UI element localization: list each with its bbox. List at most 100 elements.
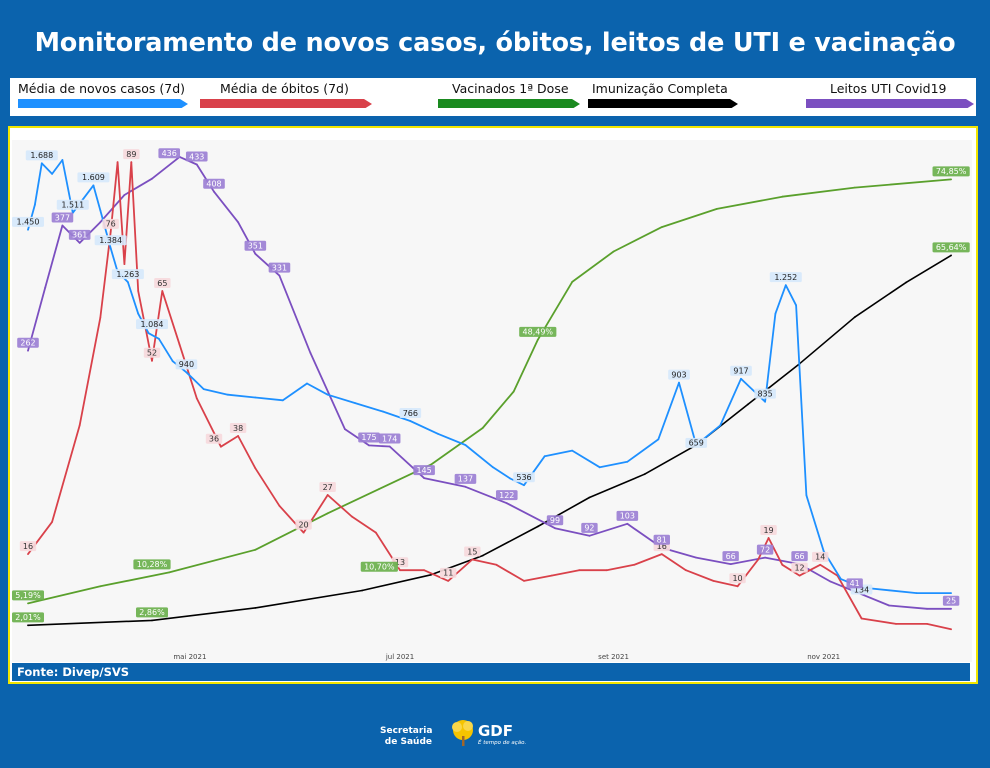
data-point-media-de-novos-casos-7d — [523, 484, 525, 487]
data-point-vacinados-1-dose — [571, 281, 574, 283]
data-point-media-de-novos-casos-7d — [795, 304, 797, 307]
data-label-media-de-novos-casos-7d: 1.263 — [111, 269, 144, 280]
data-point-media-de-obitos-7d — [78, 424, 81, 427]
legend-arrow-first-dose — [438, 99, 580, 108]
footer-logos: Secretaria de Saúde GDF É tempo de ação. — [380, 716, 530, 754]
data-label-media-de-novos-casos-7d: 917 — [730, 365, 752, 376]
data-label-media-de-obitos-7d: 12 — [791, 562, 808, 573]
data-point-imunizacao-completa — [536, 525, 539, 528]
secretaria-logo-text: Secretaria de Saúde — [380, 726, 432, 748]
legend-arrow-icon — [18, 99, 188, 108]
data-point-imunizacao-completa — [151, 619, 153, 622]
data-point-media-de-obitos-7d — [950, 628, 952, 631]
data-point-media-de-novos-casos-7d — [137, 312, 140, 315]
data-label-leitos-uti-covid19: 41 — [846, 578, 863, 589]
data-label-media-de-obitos-7d: 76 — [102, 218, 119, 229]
svg-text:12: 12 — [794, 563, 804, 572]
legend-item-full: Imunização Completa — [588, 81, 738, 108]
data-point-media-de-novos-casos-7d — [158, 337, 160, 340]
ipe-tree-icon — [452, 720, 473, 746]
data-point-leitos-uti-covid19 — [388, 445, 391, 448]
data-point-leitos-uti-covid19 — [368, 444, 370, 447]
data-point-media-de-obitos-7d — [685, 569, 687, 572]
data-point-imunizacao-completa — [747, 403, 749, 406]
data-point-media-de-obitos-7d — [109, 231, 112, 233]
data-point-imunizacao-completa — [27, 624, 29, 627]
data-point-leitos-uti-covid19 — [237, 221, 240, 224]
data-point-media-de-novos-casos-7d — [27, 228, 29, 231]
svg-text:72: 72 — [760, 545, 770, 554]
data-label-imunizacao-completa: 2,86% — [136, 607, 168, 618]
data-point-media-de-obitos-7d — [237, 435, 240, 437]
svg-text:5,19%: 5,19% — [15, 591, 41, 600]
data-label-media-de-novos-casos-7d: 903 — [668, 369, 690, 380]
data-label-media-de-novos-casos-7d: 1.252 — [769, 272, 802, 283]
data-label-leitos-uti-covid19: 331 — [268, 262, 291, 273]
data-label-media-de-novos-casos-7d: 1.450 — [12, 216, 44, 227]
data-point-leitos-uti-covid19 — [151, 177, 153, 180]
data-point-media-de-novos-casos-7d — [840, 578, 842, 580]
page-title: Monitoramento de novos casos, óbitos, le… — [34, 28, 956, 58]
data-point-media-de-obitos-7d — [660, 553, 663, 555]
data-label-leitos-uti-covid19: 99 — [546, 515, 564, 526]
data-point-media-de-obitos-7d — [51, 521, 53, 523]
legend-item-icu: Leitos UTI Covid19 — [806, 81, 974, 108]
data-label-leitos-uti-covid19: 174 — [378, 433, 401, 444]
data-label-leitos-uti-covid19: 145 — [413, 465, 435, 476]
data-point-media-de-novos-casos-7d — [915, 592, 918, 594]
data-point-leitos-uti-covid19 — [626, 522, 629, 525]
data-label-media-de-obitos-7d: 14 — [812, 551, 829, 562]
data-point-media-de-novos-casos-7d — [784, 284, 787, 287]
svg-text:137: 137 — [458, 475, 473, 484]
data-point-leitos-uti-covid19 — [554, 527, 556, 530]
data-point-leitos-uti-covid19 — [344, 428, 346, 430]
svg-text:351: 351 — [248, 242, 263, 251]
data-point-media-de-obitos-7d — [471, 558, 474, 561]
svg-text:408: 408 — [206, 180, 221, 189]
data-point-media-de-obitos-7d — [781, 563, 784, 566]
data-point-leitos-uti-covid19 — [123, 194, 126, 196]
data-label-vacinados-1-dose: 10,28% — [133, 559, 171, 570]
svg-text:835: 835 — [757, 389, 772, 398]
data-point-media-de-novos-casos-7d — [99, 209, 102, 212]
data-point-media-de-novos-casos-7d — [147, 332, 150, 335]
data-point-vacinados-1-dose — [660, 226, 663, 228]
data-point-vacinados-1-dose — [512, 390, 515, 393]
data-label-leitos-uti-covid19: 436 — [158, 148, 181, 159]
data-label-leitos-uti-covid19: 81 — [653, 534, 670, 545]
data-point-media-de-obitos-7d — [605, 569, 608, 572]
data-point-media-de-obitos-7d — [819, 563, 822, 566]
data-point-leitos-uti-covid19 — [278, 274, 281, 277]
data-point-leitos-uti-covid19 — [729, 563, 732, 565]
data-point-media-de-obitos-7d — [302, 531, 305, 534]
svg-text:103: 103 — [620, 512, 635, 521]
data-point-vacinados-1-dose — [950, 178, 952, 181]
svg-text:52: 52 — [147, 349, 157, 358]
svg-text:940: 940 — [179, 360, 194, 369]
data-point-media-de-novos-casos-7d — [326, 393, 329, 396]
data-point-media-de-obitos-7d — [798, 574, 801, 577]
data-label-leitos-uti-covid19: 175 — [358, 432, 380, 443]
data-point-leitos-uti-covid19 — [78, 242, 81, 244]
data-label-leitos-uti-covid19: 122 — [495, 490, 518, 501]
data-point-media-de-obitos-7d — [27, 553, 29, 555]
data-label-leitos-uti-covid19: 103 — [616, 510, 639, 521]
data-label-media-de-obitos-7d: 27 — [319, 482, 336, 493]
data-label-media-de-novos-casos-7d: 766 — [399, 407, 422, 418]
legend: Média de novos casos (7d) Média de óbito… — [10, 78, 976, 116]
legend-arrow-icon — [200, 99, 372, 108]
svg-text:20: 20 — [298, 520, 308, 529]
data-point-leitos-uti-covid19 — [829, 580, 832, 583]
data-label-leitos-uti-covid19: 137 — [454, 473, 477, 484]
data-point-media-de-obitos-7d — [523, 580, 525, 582]
svg-text:16: 16 — [657, 542, 667, 551]
data-point-media-de-obitos-7d — [178, 343, 181, 346]
svg-text:1.450: 1.450 — [17, 218, 40, 227]
data-point-media-de-obitos-7d — [195, 397, 198, 400]
data-point-media-de-obitos-7d — [326, 494, 329, 496]
data-point-media-de-novos-casos-7d — [185, 371, 188, 374]
data-label-media-de-obitos-7d: 52 — [143, 347, 161, 358]
data-label-media-de-obitos-7d: 65 — [154, 277, 171, 288]
data-point-media-de-novos-casos-7d — [774, 312, 777, 315]
data-point-media-de-novos-casos-7d — [354, 402, 357, 404]
